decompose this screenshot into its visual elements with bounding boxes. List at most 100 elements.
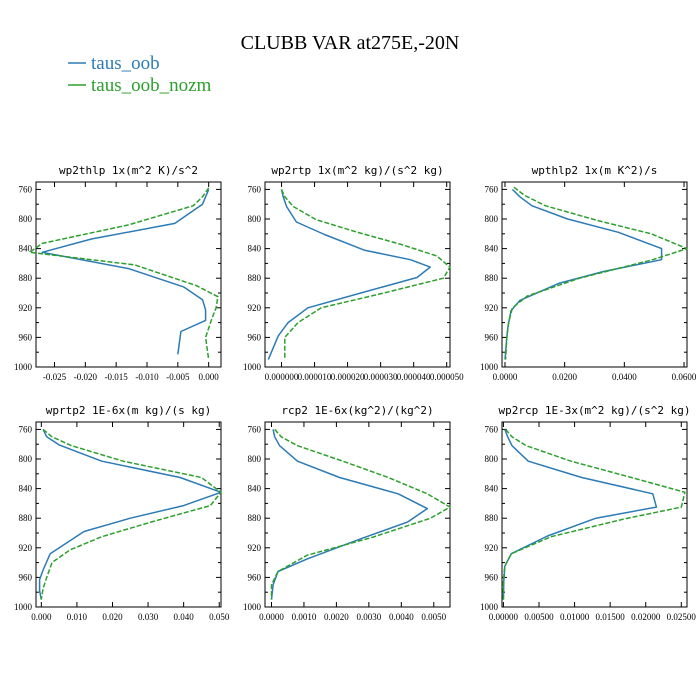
y-tick-label: 1000 — [480, 362, 499, 372]
y-tick-label: 760 — [19, 424, 33, 434]
panel-title: wp2rcp 1E-3x(m^2 kg)/(s^2 kg) — [498, 404, 690, 417]
y-tick-label: 800 — [485, 214, 499, 224]
y-tick-label: 840 — [485, 244, 499, 254]
x-tick-label: -0.010 — [135, 372, 159, 382]
y-tick-label: 1000 — [243, 362, 262, 372]
y-tick-label: 760 — [248, 424, 262, 434]
series-line-taus-oob — [267, 189, 431, 360]
y-tick-label: 1000 — [243, 602, 262, 612]
panel-title: wpthlp2 1x(m K^2)/s — [532, 164, 658, 177]
x-tick-label: -0.005 — [166, 372, 190, 382]
y-tick-label: 920 — [485, 303, 499, 313]
x-tick-label: 0.0600 — [672, 372, 697, 382]
y-tick-label: 880 — [248, 273, 262, 283]
x-tick-label: 0.000 — [199, 372, 220, 382]
y-tick-label: 760 — [485, 184, 499, 194]
x-tick-label: 0.00500 — [524, 612, 554, 622]
y-tick-label: 960 — [248, 332, 262, 342]
y-tick-label: 1000 — [14, 602, 33, 612]
panel-title: wp2rtp 1x(m^2 kg)/(s^2 kg) — [271, 164, 443, 177]
legend-item-taus-oob-nozm: taus_oob_nozm — [68, 75, 212, 96]
plot-frame — [501, 421, 688, 608]
y-tick-label: 960 — [485, 332, 499, 342]
y-tick-label: 760 — [19, 184, 33, 194]
legend: taus_oob taus_oob_nozm — [68, 53, 212, 96]
x-tick-label: -0.015 — [105, 372, 129, 382]
series-line-taus-oob-nozm — [270, 428, 451, 600]
x-tick-label: 0.000030 — [364, 372, 398, 382]
y-tick-label: 840 — [248, 484, 262, 494]
y-tick-label: 880 — [485, 273, 499, 283]
series-line-taus-oob-nozm — [504, 186, 688, 360]
panel-5: rcp2 1E-6x(kg^2)/(kg^2) 760 800 840 880 920 96… — [243, 404, 451, 622]
x-tick-label: 0.000 — [31, 612, 52, 622]
y-tick-label: 960 — [19, 572, 33, 582]
series-line-taus-oob — [502, 429, 658, 600]
x-tick-label: 0.000020 — [331, 372, 365, 382]
plot-frame — [264, 181, 451, 368]
x-tick-label: 0.000010 — [298, 372, 332, 382]
x-tick-label: 0.01000 — [560, 612, 590, 622]
y-tick-label: 800 — [485, 454, 499, 464]
plot-frame — [35, 421, 222, 608]
x-tick-label: 0.0200 — [552, 372, 577, 382]
panel-title: rcp2 1E-6x(kg^2)/(kg^2) — [281, 404, 433, 417]
series-line-taus-oob-nozm — [502, 428, 686, 600]
x-tick-label: -0.020 — [74, 372, 98, 382]
y-tick-label: 880 — [485, 513, 499, 523]
x-tick-label: 0.01500 — [596, 612, 626, 622]
y-tick-label: 880 — [248, 513, 262, 523]
y-tick-label: 840 — [485, 484, 499, 494]
x-tick-label: 0.00000 — [489, 612, 519, 622]
y-tick-label: 760 — [248, 184, 262, 194]
x-tick-label: 0.030 — [138, 612, 159, 622]
y-tick-label: 920 — [248, 303, 262, 313]
y-tick-label: 840 — [248, 244, 262, 254]
y-tick-label: 800 — [248, 214, 262, 224]
panel-grid: wp2thlp 1x(m^2 K)/s^2 760 800 840 880 920 960 1… — [14, 164, 697, 622]
y-tick-label: 920 — [19, 543, 33, 553]
x-tick-label: 0.02000 — [631, 612, 661, 622]
x-tick-label: 0.000040 — [397, 372, 431, 382]
legend-item-taus-oob: taus_oob — [68, 53, 160, 74]
series-line-taus-oob-nozm — [29, 187, 219, 360]
y-tick-label: 960 — [248, 572, 262, 582]
y-tick-label: 960 — [485, 572, 499, 582]
plot-frame — [501, 181, 688, 368]
x-tick-label: 0.040 — [174, 612, 195, 622]
panel-4: wprtp2 1E-6x(m kg)/(s kg) 760 800 840 880 920… — [14, 404, 230, 622]
x-tick-label: 0.0050 — [421, 612, 446, 622]
y-tick-label: 800 — [248, 454, 262, 464]
x-tick-label: 0.0020 — [324, 612, 349, 622]
x-tick-label: 0.000050 — [430, 372, 464, 382]
y-tick-label: 1000 — [480, 602, 499, 612]
panel-title: wp2thlp 1x(m^2 K)/s^2 — [59, 164, 198, 177]
y-tick-label: 920 — [248, 543, 262, 553]
x-tick-label: 0.010 — [67, 612, 88, 622]
series-line-taus-oob — [41, 189, 210, 355]
y-tick-label: 840 — [19, 244, 33, 254]
series-line-taus-oob — [38, 429, 222, 600]
y-tick-label: 960 — [19, 332, 33, 342]
x-tick-label: 0.050 — [209, 612, 230, 622]
x-tick-label: 0.020 — [102, 612, 123, 622]
y-tick-label: 880 — [19, 273, 33, 283]
x-tick-label: 0.0000 — [493, 372, 518, 382]
y-tick-label: 880 — [19, 513, 33, 523]
x-tick-label: 0.0040 — [389, 612, 414, 622]
series-line-taus-oob — [270, 429, 429, 600]
x-tick-label: 0.0030 — [356, 612, 381, 622]
series-line-taus-oob-nozm — [280, 189, 451, 360]
legend-label-taus-oob: taus_oob — [91, 53, 160, 74]
plot-frame — [264, 421, 451, 608]
plot-frame — [35, 181, 222, 368]
series-line-taus-oob-nozm — [40, 428, 222, 600]
panel-2: wp2rtp 1x(m^2 kg)/(s^2 kg) 760 800 840 880 92… — [243, 164, 464, 382]
y-tick-label: 760 — [485, 424, 499, 434]
y-tick-label: 1000 — [14, 362, 33, 372]
panel-title: wprtp2 1E-6x(m kg)/(s kg) — [46, 404, 212, 417]
x-tick-label: 0.0000 — [259, 612, 284, 622]
y-tick-label: 920 — [485, 543, 499, 553]
figure-title: CLUBB VAR at275E,-20N — [241, 32, 460, 54]
